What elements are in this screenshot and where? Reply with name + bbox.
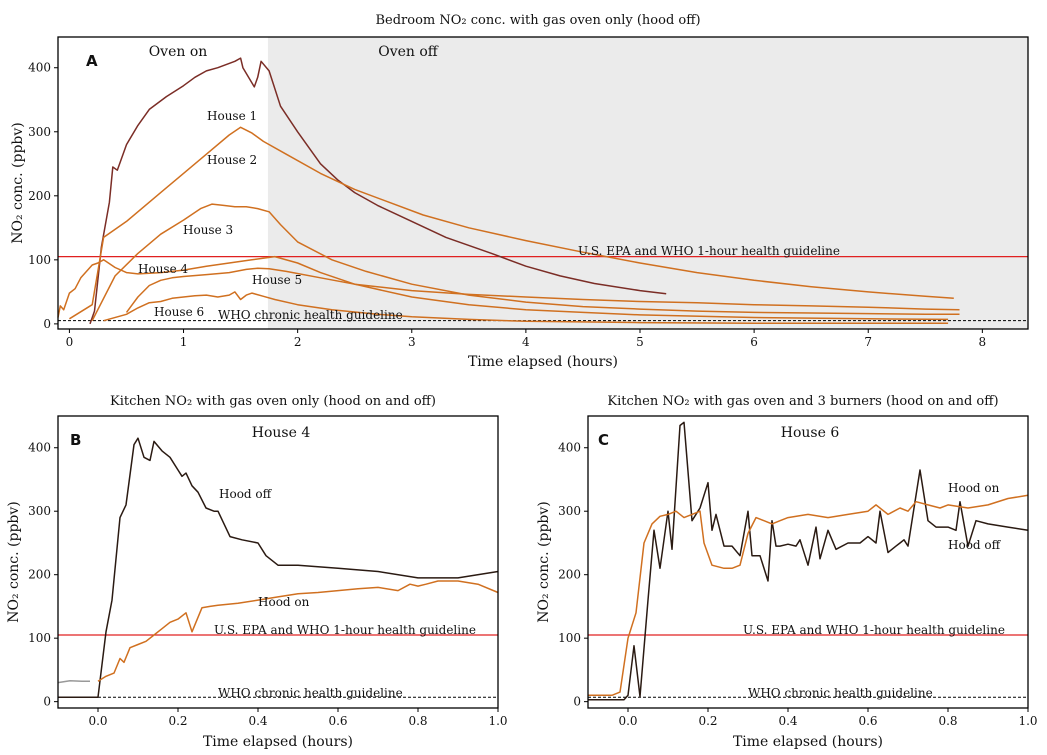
panel-a-y-tick-label: 300	[28, 125, 51, 139]
panel-a-x-tick-label: 1	[180, 335, 188, 349]
panel-c-frame	[587, 415, 1029, 709]
panel-b-house-label: House 4	[252, 425, 311, 441]
panel-a-y-tick-label: 100	[28, 253, 51, 267]
panel-a-letter: A	[86, 52, 98, 70]
panel-c-letter: C	[598, 431, 609, 449]
panel-b-x-tick-label: 0.6	[328, 714, 347, 728]
panel-c-hood-on-annotation: Hood on	[948, 481, 1000, 495]
panel-a-house-5-line	[125, 267, 960, 313]
panel-a-house-2-line	[69, 126, 954, 320]
panel-a-x-tick-label: 4	[522, 335, 530, 349]
panel-a-y-tick-label: 200	[28, 189, 51, 203]
panel-c-x-tick-label: 0.6	[858, 714, 877, 728]
house-6-annotation: House 6	[154, 305, 204, 319]
panel-c-y-tick-label: 300	[558, 504, 581, 518]
panel-b-title: Kitchen NO₂ with gas oven only (hood on …	[110, 394, 436, 409]
house-1-annotation: House 1	[207, 109, 257, 123]
panel-c-x-tick-label: 0.8	[938, 714, 957, 728]
panel-b-x-axis-label: Time elapsed (hours)	[203, 734, 353, 750]
panel-a-y-tick-label: 0	[43, 317, 51, 331]
panel-a-house-6-line	[103, 291, 949, 324]
panel-a-house-4-line	[57, 255, 949, 321]
panel-a-x-axis-label: Time elapsed (hours)	[468, 354, 618, 370]
panel-a-house-3-line	[91, 203, 960, 322]
panel-a-x-tick-label: 2	[294, 335, 302, 349]
panel-b-series-2-line	[57, 679, 90, 684]
oven-off-shaded-region	[267, 37, 1029, 329]
panel-b-y-tick-label: 300	[28, 504, 51, 518]
panel-b-y-tick-label: 100	[28, 631, 51, 645]
panel-c-hood-off-annotation: Hood off	[948, 538, 1002, 552]
house-4-annotation: House 4	[138, 262, 188, 276]
panel-c-y-axis-label: NO₂ conc. (ppbv)	[536, 501, 552, 623]
panel-b-x-tick-label: 0.0	[88, 714, 107, 728]
panel-b-kitchen-house4-chart: Kitchen NO₂ with gas oven only (hood on …	[6, 394, 508, 750]
panel-b-chronic-guideline-label: WHO chronic health guideline	[218, 686, 403, 700]
panel-c-x-tick-label: 0.4	[778, 714, 797, 728]
panel-a-x-tick-label: 8	[979, 335, 987, 349]
panel-c-house-label: House 6	[781, 425, 840, 441]
house-5-annotation: House 5	[252, 273, 302, 287]
panel-a-frame	[57, 36, 1029, 330]
panel-a-x-tick-label: 5	[636, 335, 644, 349]
panel-c-x-tick-label: 0.0	[618, 714, 637, 728]
panel-b-hood-off-line	[58, 437, 499, 698]
panel-a-chronic-guideline-label: WHO chronic health guideline	[218, 308, 403, 322]
panel-c-title: Kitchen NO₂ with gas oven and 3 burners …	[607, 394, 998, 409]
panel-b-x-tick-label: 0.2	[168, 714, 187, 728]
panel-a-y-axis-label: NO₂ conc. (ppbv)	[10, 122, 26, 244]
panel-b-letter: B	[70, 431, 81, 449]
house-2-annotation: House 2	[207, 153, 257, 167]
panel-c-kitchen-house6-chart: Kitchen NO₂ with gas oven and 3 burners …	[536, 394, 1038, 750]
panel-b-x-tick-label: 0.8	[408, 714, 427, 728]
panel-b-hood-on-annotation: Hood on	[258, 595, 310, 609]
panel-c-y-tick-label: 200	[558, 568, 581, 582]
panel-c-y-tick-label: 400	[558, 441, 581, 455]
panel-c-y-tick-label: 0	[573, 695, 581, 709]
panel-a-x-tick-label: 6	[750, 335, 758, 349]
panel-c-one-hour-guideline-label: U.S. EPA and WHO 1-hour health guideline	[743, 623, 1005, 637]
panel-a-y-tick-label: 400	[28, 61, 51, 75]
panel-c-x-tick-label: 0.2	[698, 714, 717, 728]
panel-b-y-tick-label: 200	[28, 568, 51, 582]
panel-a-x-tick-label: 3	[408, 335, 416, 349]
panel-a-x-tick-label: 0	[66, 335, 74, 349]
panel-b-y-tick-label: 400	[28, 441, 51, 455]
panel-c-x-axis-label: Time elapsed (hours)	[733, 734, 883, 750]
panel-b-one-hour-guideline-label: U.S. EPA and WHO 1-hour health guideline	[214, 623, 476, 637]
panel-a-house-1-line	[89, 57, 667, 325]
panel-c-hood-on-line	[588, 494, 1029, 697]
panel-a-x-tick-label: 7	[864, 335, 872, 349]
panel-b-x-tick-label: 0.4	[248, 714, 267, 728]
oven-off-label: Oven off	[378, 44, 439, 60]
oven-on-label: Oven on	[149, 44, 208, 60]
panel-b-frame	[57, 415, 499, 709]
panel-b-y-tick-label: 0	[43, 695, 51, 709]
panel-c-y-tick-label: 100	[558, 631, 581, 645]
panel-c-hood-off-line	[588, 421, 1029, 701]
panel-a-one-hour-guideline-label: U.S. EPA and WHO 1-hour health guideline	[578, 244, 840, 258]
panel-a-title: Bedroom NO₂ conc. with gas oven only (ho…	[375, 13, 700, 28]
panel-c-chronic-guideline-label: WHO chronic health guideline	[748, 686, 933, 700]
panel-b-hood-off-annotation: Hood off	[219, 487, 273, 501]
panel-c-x-tick-label: 1.0	[1018, 714, 1037, 728]
house-3-annotation: House 3	[183, 223, 233, 237]
panel-b-x-tick-label: 1.0	[488, 714, 507, 728]
panel-b-hood-on-line	[97, 580, 499, 682]
panel-b-y-axis-label: NO₂ conc. (ppbv)	[6, 501, 22, 623]
panel-a-bedroom-chart: Bedroom NO₂ conc. with gas oven only (ho…	[10, 13, 1029, 370]
